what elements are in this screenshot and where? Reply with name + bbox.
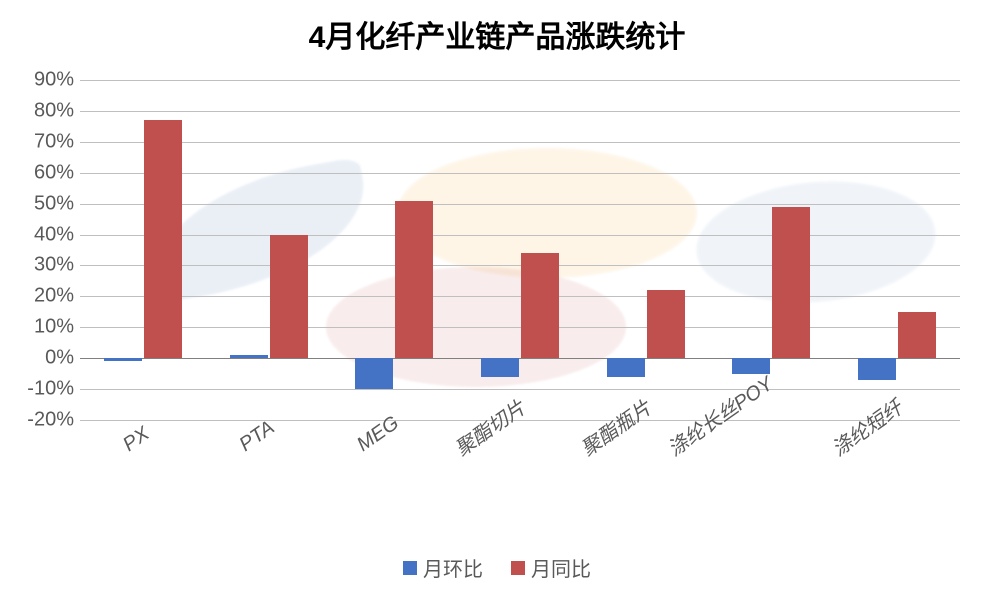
y-axis-label: 60%	[34, 161, 80, 184]
y-axis-label: 0%	[45, 347, 80, 370]
x-axis-label: PX	[119, 423, 154, 457]
bar	[395, 201, 433, 359]
legend-swatch	[403, 561, 417, 575]
bar	[521, 253, 559, 358]
bar	[144, 120, 182, 358]
bar	[772, 207, 810, 358]
legend-swatch	[511, 561, 525, 575]
legend-label: 月同比	[531, 553, 591, 582]
y-axis-label: 40%	[34, 223, 80, 246]
bar	[355, 358, 393, 389]
chart-title: 4月化纤产业链产品涨跌统计	[0, 12, 994, 56]
plot-area: -20%-10%0%10%20%30%40%50%60%70%80%90% PX…	[80, 80, 960, 420]
y-axis-label: 70%	[34, 130, 80, 153]
y-axis-label: 10%	[34, 316, 80, 339]
bar	[898, 312, 936, 358]
y-axis-label: 90%	[34, 69, 80, 92]
bar	[607, 358, 645, 377]
legend-item: 月环比	[403, 553, 483, 582]
y-axis-label: 80%	[34, 99, 80, 122]
legend-label: 月环比	[423, 553, 483, 582]
y-axis-label: -10%	[27, 378, 80, 401]
bar	[104, 358, 142, 361]
bar	[481, 358, 519, 377]
x-axis-label: PTA	[235, 417, 279, 457]
chart-container: 4月化纤产业链产品涨跌统计 -20%-10%0%10%20%30%40%50%6…	[0, 0, 994, 592]
y-axis-label: 30%	[34, 254, 80, 277]
bar	[230, 355, 268, 358]
bar	[270, 235, 308, 359]
legend: 月环比 月同比	[0, 553, 994, 582]
bar	[858, 358, 896, 380]
y-axis-label: 20%	[34, 285, 80, 308]
y-axis-label: 50%	[34, 192, 80, 215]
legend-item: 月同比	[511, 553, 591, 582]
y-axis-label: -20%	[27, 409, 80, 432]
bar	[732, 358, 770, 373]
bars-layer	[80, 80, 960, 420]
bar	[647, 290, 685, 358]
